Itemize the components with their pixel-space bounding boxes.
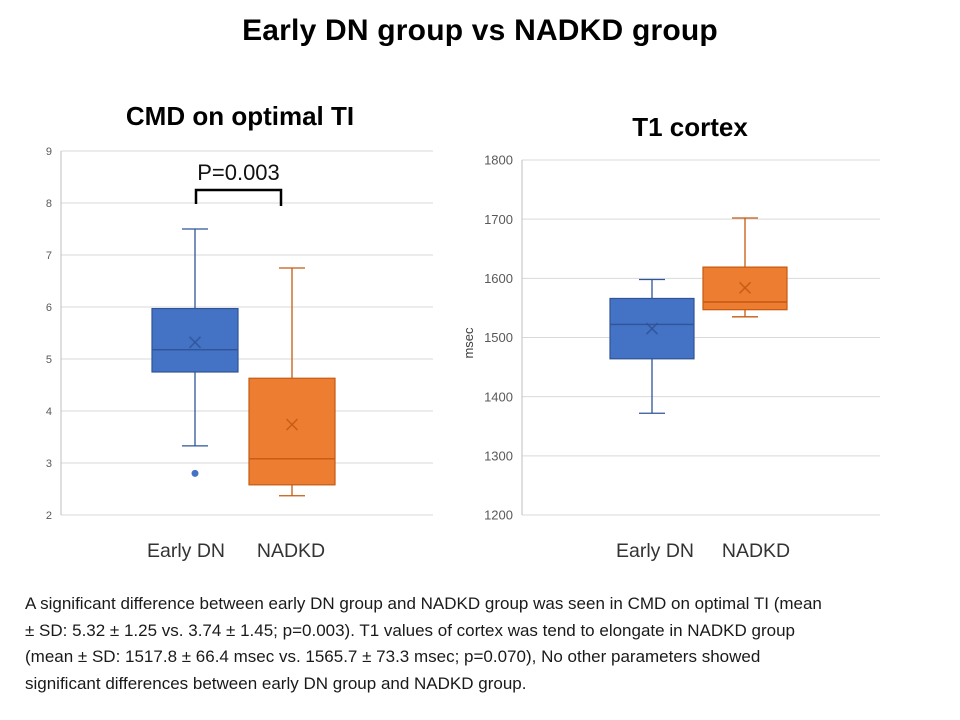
y-tick-label: 1800 bbox=[484, 153, 513, 168]
outlier-point bbox=[191, 469, 199, 477]
caption-line: ± SD: 5.32 ± 1.25 vs. 3.74 ± 1.45; p=0.0… bbox=[25, 620, 795, 640]
category-label: NADKD bbox=[722, 540, 790, 562]
box-series-early-dn bbox=[609, 278, 695, 414]
right-chart-title: T1 cortex bbox=[632, 112, 748, 142]
y-axis-title: msec bbox=[461, 327, 476, 359]
mean-x-marker bbox=[645, 322, 659, 335]
y-tick-label: 2 bbox=[46, 510, 52, 522]
caption-line: A significant difference between early D… bbox=[25, 594, 822, 613]
category-label: Early DN bbox=[147, 540, 225, 562]
y-tick-label: 1600 bbox=[484, 271, 513, 286]
box-series-nadkd bbox=[248, 267, 336, 497]
iqr-box bbox=[151, 307, 239, 373]
y-tick-label: 1400 bbox=[484, 389, 513, 404]
p-value-label: P=0.003 bbox=[197, 160, 280, 185]
y-tick-label: 9 bbox=[46, 146, 52, 158]
y-tick-label: 3 bbox=[46, 458, 52, 470]
caption-line: (mean ± SD: 1517.8 ± 66.4 msec vs. 1565.… bbox=[25, 647, 761, 666]
caption-line: significant differences between early DN… bbox=[25, 673, 527, 693]
y-tick-label: 1700 bbox=[484, 212, 513, 227]
significance-bracket bbox=[194, 188, 283, 206]
y-tick-label: 1500 bbox=[484, 330, 513, 345]
main-title: Early DN group vs NADKD group bbox=[242, 14, 718, 47]
iqr-box bbox=[248, 377, 336, 486]
left-chart-title: CMD on optimal TI bbox=[125, 101, 355, 131]
right-boxplot-chart: 1200 1300 1400 1500 1600 1700 1800 msec Early DN… bbox=[461, 153, 880, 562]
category-label: Early DN bbox=[616, 540, 694, 562]
box-series-early-dn bbox=[151, 228, 239, 477]
y-tick-label: 5 bbox=[46, 354, 52, 366]
mean-x-marker bbox=[285, 418, 299, 431]
mean-x-marker bbox=[188, 336, 202, 349]
y-tick-label: 4 bbox=[46, 406, 52, 418]
y-tick-label: 1300 bbox=[484, 449, 513, 464]
caption-paragraph: A significant difference between early D… bbox=[25, 591, 955, 697]
y-tick-label: 1200 bbox=[484, 508, 513, 523]
box-series-nadkd bbox=[702, 217, 788, 318]
y-tick-label: 6 bbox=[46, 302, 52, 314]
left-boxplot-chart: 2 3 4 5 6 7 8 9 Early DN NADKD P=0.003 bbox=[46, 146, 433, 562]
mean-x-marker bbox=[738, 281, 752, 294]
y-tick-label: 8 bbox=[46, 198, 52, 210]
category-label: NADKD bbox=[257, 540, 325, 562]
y-tick-label: 7 bbox=[46, 250, 52, 262]
